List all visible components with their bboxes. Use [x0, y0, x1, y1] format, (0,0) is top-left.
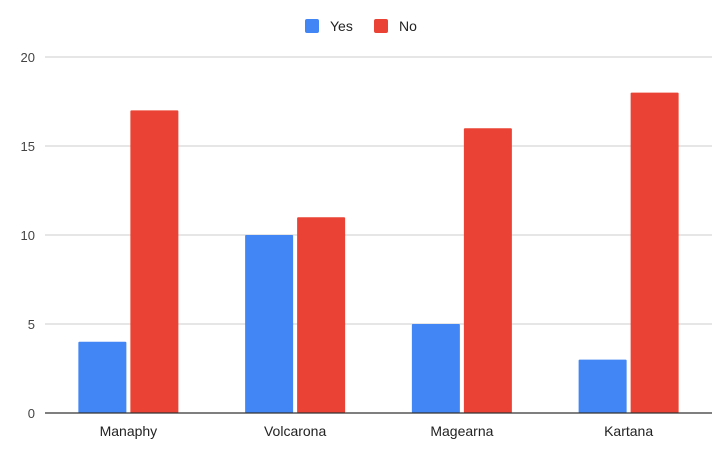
- y-tick-label-15: 15: [21, 139, 35, 154]
- bar-yes-manaphy: [78, 341, 127, 413]
- y-tick-label-10: 10: [21, 228, 35, 243]
- legend-swatch-no: [374, 19, 388, 33]
- y-tick-label-5: 5: [28, 317, 35, 332]
- legend-label-no: No: [399, 18, 417, 34]
- bar-yes-magearna: [411, 324, 460, 413]
- bar-no-manaphy: [130, 110, 179, 414]
- x-tick-label-magearna: Magearna: [430, 423, 493, 439]
- y-tick-label-0: 0: [28, 406, 35, 421]
- x-tick-label-manaphy: Manaphy: [100, 423, 158, 439]
- y-tick-label-20: 20: [21, 50, 35, 65]
- bar-no-kartana: [630, 92, 679, 413]
- x-tick-label-kartana: Kartana: [604, 423, 653, 439]
- legend-label-yes: Yes: [330, 18, 353, 34]
- bar-no-magearna: [463, 128, 512, 413]
- x-tick-label-volcarona: Volcarona: [264, 423, 326, 439]
- bar-yes-volcarona: [245, 235, 294, 413]
- legend-swatch-yes: [305, 19, 319, 33]
- bar-no-volcarona: [297, 217, 346, 413]
- bar-yes-kartana: [578, 359, 627, 413]
